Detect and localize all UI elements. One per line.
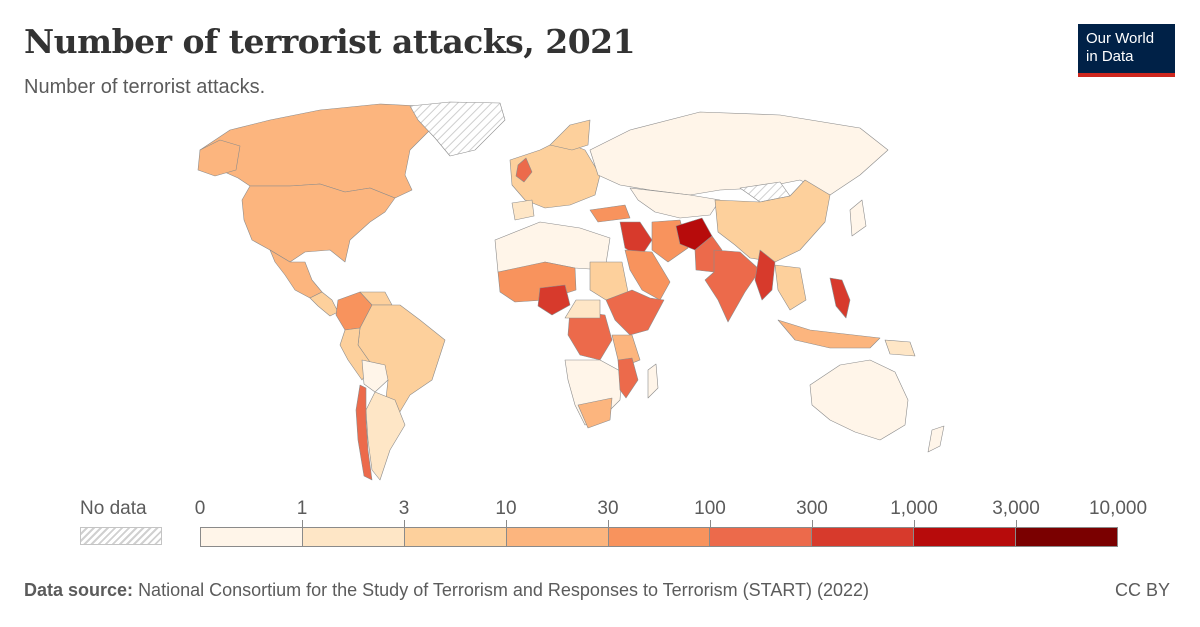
region-iberia[interactable] <box>511 199 535 221</box>
region-indonesia[interactable] <box>777 319 881 349</box>
no-data-label: No data <box>80 498 147 519</box>
footer-source: Data source: National Consortium for the… <box>24 580 869 601</box>
tick-label-0: 0 <box>194 498 206 519</box>
tick-mark <box>506 520 507 528</box>
tick-mark <box>710 520 711 528</box>
legend-bin-30-100[interactable] <box>608 528 711 546</box>
legend-color-bins <box>200 527 1118 547</box>
chart-subtitle: Number of terrorist attacks. <box>24 76 266 98</box>
tick-mark <box>608 520 609 528</box>
region-uk[interactable] <box>515 157 533 183</box>
region-australia[interactable] <box>809 359 909 441</box>
license-link[interactable]: CC BY <box>1114 580 1170 600</box>
region-chile[interactable] <box>355 384 373 481</box>
legend-bin-0-1[interactable] <box>201 528 303 546</box>
region-iraq-syria[interactable] <box>619 221 653 259</box>
region-argentina[interactable] <box>365 391 406 481</box>
region-philippines[interactable] <box>829 277 851 319</box>
region-nigeria[interactable] <box>537 284 571 316</box>
region-png[interactable] <box>884 339 916 357</box>
tick-mark <box>812 520 813 528</box>
tick-mark <box>302 520 303 528</box>
region-bolivia[interactable] <box>361 359 389 393</box>
chart-title: Number of terrorist attacks, 2021 <box>24 22 636 61</box>
region-ethiopia-somalia[interactable] <box>605 289 665 336</box>
region-japan[interactable] <box>849 199 867 237</box>
region-south-africa[interactable] <box>577 397 613 429</box>
tick-label-3: 3 <box>398 498 410 519</box>
source-link[interactable]: National Consortium for the Study of Ter… <box>138 580 870 600</box>
region-canada[interactable] <box>199 103 431 199</box>
region-greenland[interactable] <box>409 101 506 157</box>
tick-mark <box>404 520 405 528</box>
region-central-america[interactable] <box>309 291 339 317</box>
legend-bin-1-3[interactable] <box>302 528 405 546</box>
region-usa[interactable] <box>241 183 396 263</box>
tick-label-10: 10 <box>495 498 517 519</box>
legend-bin-3-10[interactable] <box>404 528 507 546</box>
logo-line-1: Our World <box>1086 30 1155 47</box>
legend-bin-3000-10000[interactable] <box>1016 528 1118 546</box>
region-china[interactable] <box>714 179 831 263</box>
region-alaska[interactable] <box>197 139 241 177</box>
tick-mark <box>1016 520 1017 528</box>
tick-label-10000: 10,000 <box>1088 498 1148 519</box>
logo-line-2: in Data <box>1086 48 1134 65</box>
tick-label-1: 1 <box>296 498 308 519</box>
region-russia[interactable] <box>589 111 889 196</box>
region-new-zealand[interactable] <box>927 425 945 453</box>
region-se-asia[interactable] <box>774 264 807 311</box>
tick-label-1000: 1,000 <box>890 498 938 519</box>
legend-bin-300-1000[interactable] <box>812 528 915 546</box>
region-scandinavia[interactable] <box>549 119 591 151</box>
no-data-swatch[interactable] <box>80 527 162 545</box>
tick-label-300: 300 <box>796 498 828 519</box>
region-india[interactable] <box>704 249 761 323</box>
source-label: Data source: <box>24 580 134 600</box>
region-central-asia[interactable] <box>629 187 721 219</box>
legend-bin-100-300[interactable] <box>710 528 813 546</box>
tick-label-3000: 3,000 <box>992 498 1040 519</box>
tick-label-100: 100 <box>694 498 726 519</box>
tick-label-30: 30 <box>597 498 619 519</box>
legend-bin-1000-3000[interactable] <box>914 528 1017 546</box>
region-madagascar[interactable] <box>647 363 659 399</box>
region-turkey[interactable] <box>589 204 631 223</box>
region-myanmar[interactable] <box>754 249 776 301</box>
region-mozambique[interactable] <box>617 357 639 399</box>
world-map[interactable] <box>0 95 1200 490</box>
tick-mark <box>914 520 915 528</box>
legend: No data 0 1 3 10 30 100 300 1,000 3,000 … <box>0 490 1200 560</box>
legend-bin-10-30[interactable] <box>506 528 609 546</box>
owid-logo[interactable]: Our World in Data <box>1078 24 1175 77</box>
region-central-africa[interactable] <box>564 299 601 319</box>
